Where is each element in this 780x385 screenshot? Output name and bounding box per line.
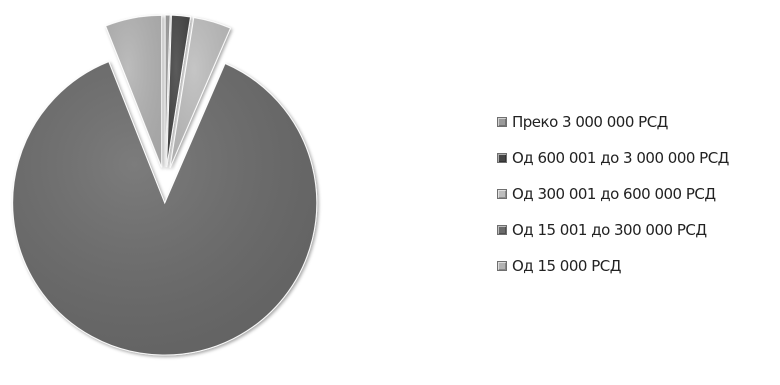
- legend-label: Од 300 001 до 600 000 РСД: [512, 185, 716, 203]
- pie-slices: [12, 14, 318, 356]
- legend-label: Преко 3 000 000 РСД: [512, 113, 668, 131]
- pie-slice-shading: [170, 17, 231, 168]
- legend-item: Од 300 001 до 600 000 РСД: [497, 182, 729, 206]
- chart-legend: Преко 3 000 000 РСД Од 600 001 до 3 000 …: [497, 110, 729, 290]
- pie-slice-shading: [165, 15, 171, 168]
- legend-label: Од 15 000 РСД: [512, 257, 621, 275]
- pie-slice-shading: [105, 15, 162, 168]
- legend-swatch: [497, 261, 507, 271]
- legend-swatch: [497, 189, 507, 199]
- pie-slice-shading: [166, 15, 191, 168]
- legend-label: Од 600 001 до 3 000 000 РСД: [512, 149, 729, 167]
- legend-item: Од 15 000 РСД: [497, 254, 729, 278]
- legend-item: Од 600 001 до 3 000 000 РСД: [497, 146, 729, 170]
- legend-item: Од 15 001 до 300 000 РСД: [497, 218, 729, 242]
- legend-swatch: [497, 225, 507, 235]
- legend-swatch: [497, 153, 507, 163]
- legend-swatch: [497, 117, 507, 127]
- pie-slice-shading: [12, 61, 317, 355]
- legend-label: Од 15 001 до 300 000 РСД: [512, 221, 707, 239]
- legend-item: Преко 3 000 000 РСД: [497, 110, 729, 134]
